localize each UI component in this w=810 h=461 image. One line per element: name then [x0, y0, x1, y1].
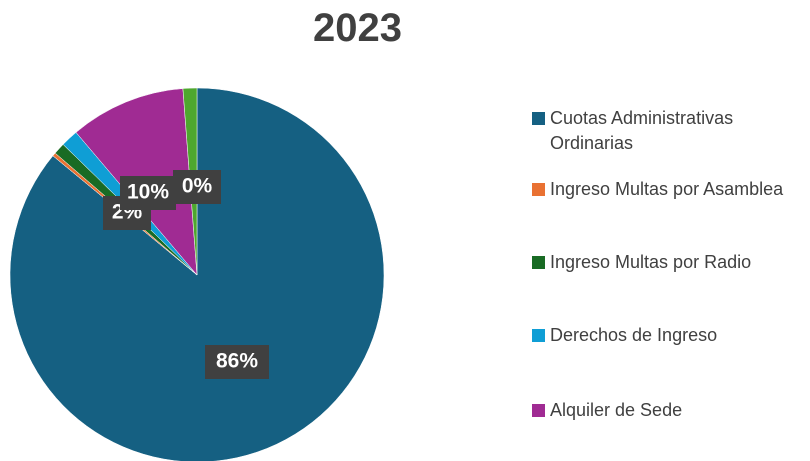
- legend-label: Derechos de Ingreso: [550, 325, 718, 345]
- legend-swatch: [532, 404, 545, 417]
- chart-title: 2023: [313, 6, 402, 50]
- data-label-box: [173, 170, 221, 204]
- legend-label: Ingreso Multas por Radio: [550, 252, 752, 272]
- legend-item: Cuotas Administrativas Ordinarias: [532, 106, 807, 156]
- legend-swatch: [532, 256, 545, 269]
- legend-item: Ingreso Multas por Asamblea: [532, 177, 807, 202]
- legend-label: Alquiler de Sede: [550, 400, 683, 420]
- legend-item: Alquiler de Sede: [532, 398, 807, 423]
- legend-item: Ingreso Multas por Radio: [532, 250, 807, 275]
- data-label: 86%: [216, 350, 258, 373]
- legend-swatch: [532, 329, 545, 342]
- legend-label: Ingreso Multas por Asamblea: [550, 179, 784, 199]
- data-label: 0%: [182, 175, 213, 198]
- data-label-box: [205, 345, 269, 379]
- data-label: 10%: [127, 181, 169, 204]
- legend-swatch: [532, 183, 545, 196]
- legend-label: Cuotas Administrativas Ordinarias: [550, 108, 734, 153]
- data-label-box: [120, 176, 176, 210]
- legend-swatch: [532, 112, 545, 125]
- legend-item: Derechos de Ingreso: [532, 323, 807, 348]
